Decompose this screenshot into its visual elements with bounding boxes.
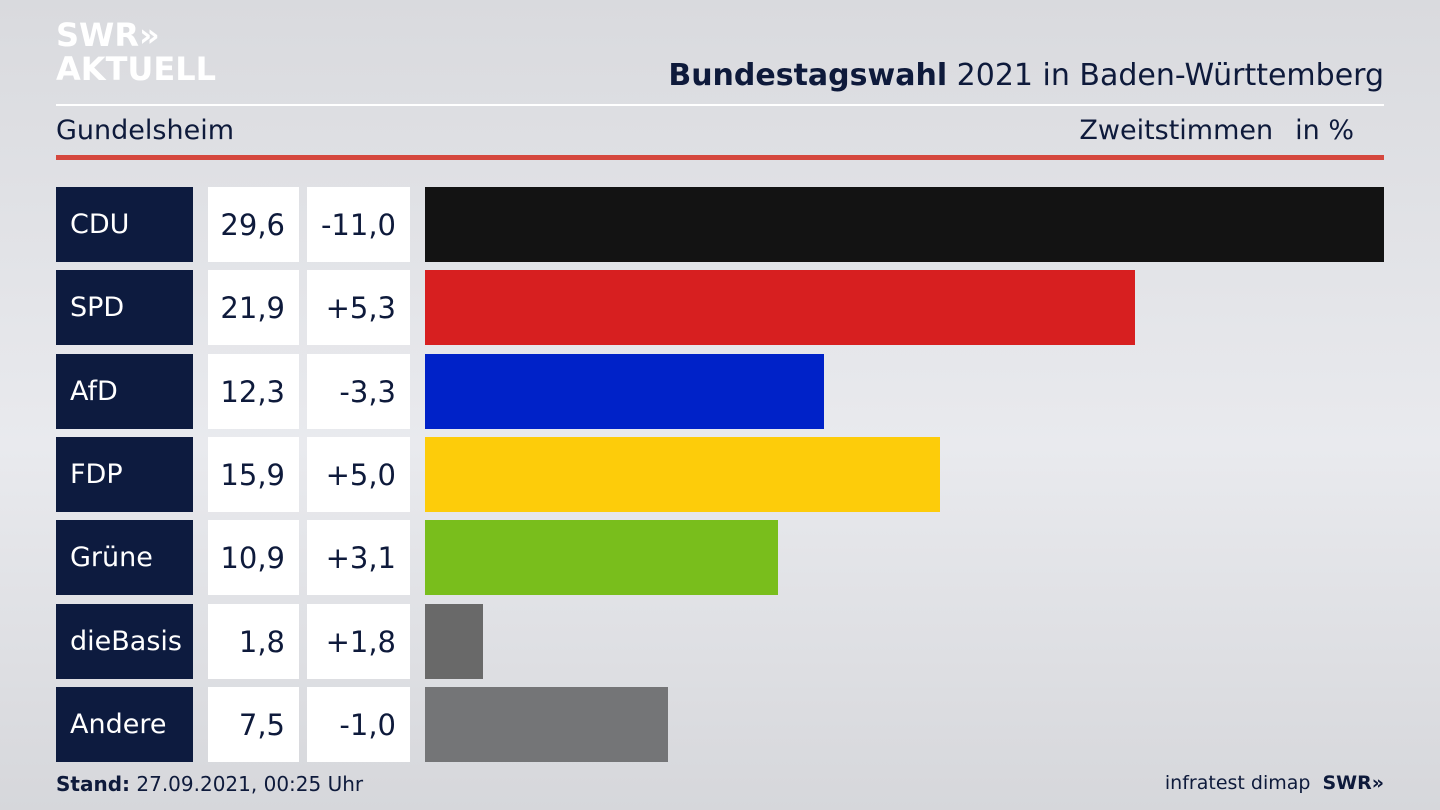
vote-change-value: -11,0	[307, 187, 410, 262]
result-row: Andere 7,5 -1,0	[56, 687, 1384, 762]
header-divider	[56, 104, 1384, 106]
accent-divider	[56, 155, 1384, 160]
vote-share-value: 1,8	[208, 604, 299, 679]
vote-share-value: 29,6	[208, 187, 299, 262]
stand-value: 27.09.2021, 00:25 Uhr	[130, 772, 364, 796]
result-row: Grüne 10,9 +3,1	[56, 520, 1384, 595]
swr-aktuell-logo: SWR» AKTUELL	[56, 18, 216, 86]
metric-name: Zweitstimmen	[1079, 115, 1274, 146]
result-row: FDP 15,9 +5,0	[56, 437, 1384, 512]
stand-label: Stand:	[56, 772, 131, 796]
vote-share-value: 7,5	[208, 687, 299, 762]
vote-change-value: +1,8	[307, 604, 410, 679]
party-name: SPD	[56, 270, 193, 345]
bar-afd	[425, 354, 824, 429]
party-name: Grüne	[56, 520, 193, 595]
logo-line-2: AKTUELL	[56, 50, 217, 88]
timestamp: Stand: 27.09.2021, 00:25 Uhr	[56, 772, 363, 796]
vote-share-value: 21,9	[208, 270, 299, 345]
vote-change-value: -3,3	[307, 354, 410, 429]
unit-label: in %	[1295, 115, 1354, 146]
vote-change-value: +5,3	[307, 270, 410, 345]
bar-spd	[425, 270, 1135, 345]
vote-share-value: 12,3	[208, 354, 299, 429]
bar-grüne	[425, 520, 778, 595]
location-label: Gundelsheim	[56, 115, 234, 146]
party-name: AfD	[56, 354, 193, 429]
party-name: Andere	[56, 687, 193, 762]
bar-andere	[425, 687, 668, 762]
vote-change-value: +5,0	[307, 437, 410, 512]
source-label: infratest dimap	[1164, 772, 1311, 794]
title-bold: Bundestagswahl	[668, 58, 948, 93]
result-row: dieBasis 1,8 +1,8	[56, 604, 1384, 679]
result-row: CDU 29,6 -11,0	[56, 187, 1384, 262]
chart-title: Bundestagswahl 2021 in Baden-Württemberg	[668, 58, 1384, 93]
vote-change-value: +3,1	[307, 520, 410, 595]
result-row: SPD 21,9 +5,3	[56, 270, 1384, 345]
swr-brand-logo: SWR»	[1322, 772, 1384, 794]
metric-label: Zweitstimmen in %	[1079, 115, 1354, 146]
source-credit: infratest dimap SWR»	[1165, 772, 1384, 794]
title-rest: 2021 in Baden-Württemberg	[947, 58, 1384, 93]
party-name: FDP	[56, 437, 193, 512]
bar-cdu	[425, 187, 1384, 262]
logo-line-1: SWR»	[56, 16, 160, 54]
party-name: CDU	[56, 187, 193, 262]
vote-change-value: -1,0	[307, 687, 410, 762]
result-row: AfD 12,3 -3,3	[56, 354, 1384, 429]
vote-share-value: 15,9	[208, 437, 299, 512]
vote-share-value: 10,9	[208, 520, 299, 595]
party-name: dieBasis	[56, 604, 193, 679]
bar-fdp	[425, 437, 940, 512]
bar-diebasis	[425, 604, 483, 679]
